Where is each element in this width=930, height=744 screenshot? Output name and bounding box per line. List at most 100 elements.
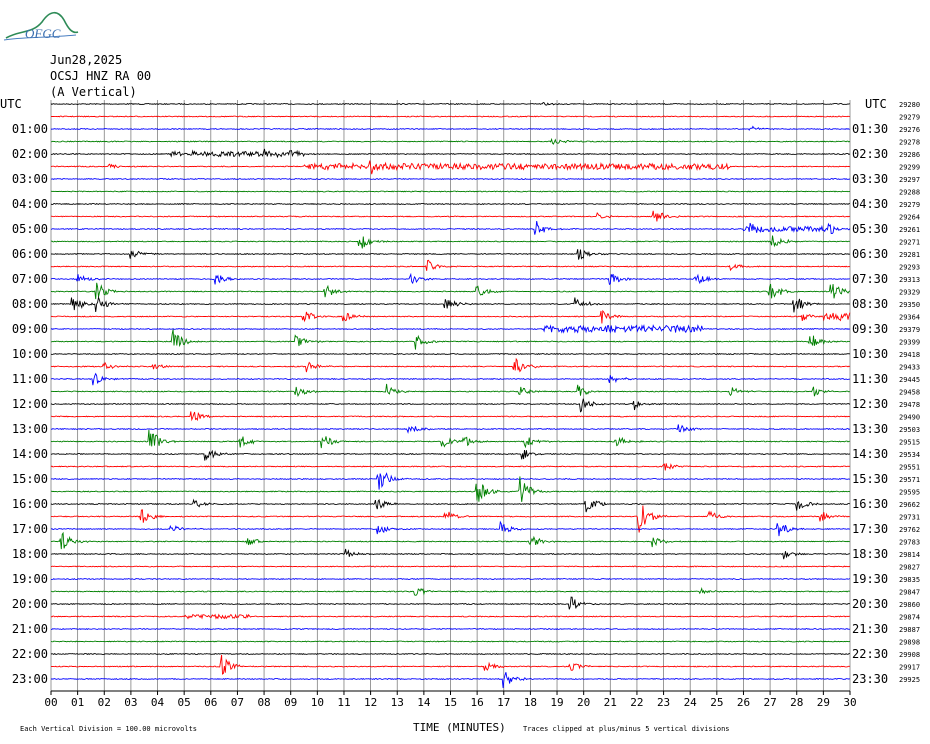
- scale-note: Each Vertical Division = 100.00 microvol…: [20, 725, 198, 733]
- x-tick-label: 23: [657, 696, 670, 709]
- seismic-trace: [50, 160, 851, 175]
- left-axis-title: UTC: [0, 97, 22, 111]
- left-hour-label: 15:00: [12, 472, 48, 486]
- trace-offset-label: 29418: [899, 351, 920, 359]
- left-hour-label: 01:00: [12, 122, 48, 136]
- seismic-trace: [51, 249, 851, 260]
- seismic-trace: [51, 329, 850, 350]
- left-hour-label: 02:00: [12, 147, 48, 161]
- seismic-trace: [50, 272, 850, 285]
- right-hour-label: 14:30: [852, 447, 888, 461]
- trace-offset-label: 29379: [899, 326, 920, 334]
- right-hour-label: 12:30: [852, 397, 888, 411]
- trace-offset-label: 29783: [899, 539, 920, 547]
- seismic-trace: [50, 449, 851, 461]
- seismic-trace: [50, 463, 851, 471]
- x-axis-title: TIME (MINUTES): [413, 721, 506, 734]
- x-tick-label: 02: [98, 696, 111, 709]
- left-hour-label: 14:00: [12, 447, 48, 461]
- right-axis-title: UTC: [865, 97, 887, 111]
- right-hour-label: 20:30: [852, 597, 888, 611]
- trace-offset-label: 29399: [899, 339, 920, 347]
- x-tick-label: 05: [178, 696, 191, 709]
- seismic-trace: [50, 115, 850, 118]
- right-hour-label: 07:30: [852, 272, 888, 286]
- trace-offset-label: 29364: [899, 314, 920, 322]
- x-tick-label: 20: [577, 696, 590, 709]
- left-hour-label: 05:00: [12, 222, 48, 236]
- right-hour-label: 13:30: [852, 422, 888, 436]
- x-tick-label: 14: [417, 696, 431, 709]
- right-hour-label: 02:30: [852, 147, 888, 161]
- left-hour-label: 04:00: [12, 197, 48, 211]
- trace-offset-label: 29908: [899, 651, 920, 659]
- trace-offset-label: 29917: [899, 664, 920, 672]
- x-tick-label: 24: [684, 696, 698, 709]
- axis-labels: 00 01 02 03 04 05 06 07 08 09 10 11 12 13 14 15 16 17 18 19…: [0, 97, 920, 709]
- trace-offset-label: 29288: [899, 189, 920, 197]
- trace-offset-label: 29887: [899, 626, 920, 634]
- right-hour-label: 03:30: [852, 172, 888, 186]
- seismic-trace: [50, 640, 851, 643]
- left-hour-label: 23:00: [12, 672, 48, 686]
- x-tick-label: 26: [737, 696, 750, 709]
- x-tick-label: 13: [391, 696, 404, 709]
- seismic-trace: [50, 235, 851, 249]
- seismic-trace: [50, 654, 850, 675]
- x-tick-label: 12: [364, 696, 377, 709]
- trace-offset-label: 29458: [899, 389, 920, 397]
- right-hour-label: 23:30: [852, 672, 888, 686]
- seismic-trace: [50, 210, 850, 222]
- seismic-trace: [51, 578, 851, 580]
- right-hour-label: 17:30: [852, 522, 888, 536]
- seismic-trace: [50, 398, 851, 413]
- trace-offset-label: 29814: [899, 551, 920, 559]
- left-hour-label: 20:00: [12, 597, 48, 611]
- x-tick-label: 22: [630, 696, 643, 709]
- left-hour-label: 16:00: [12, 497, 48, 511]
- seismic-trace: [50, 101, 851, 106]
- seismic-trace: [50, 203, 850, 206]
- seismic-trace: [50, 672, 851, 689]
- left-hour-label: 13:00: [12, 422, 48, 436]
- left-hour-label: 10:00: [12, 347, 48, 361]
- x-tick-label: 29: [817, 696, 830, 709]
- trace-offset-label: 29329: [899, 289, 920, 297]
- right-hour-label: 16:30: [852, 497, 888, 511]
- trace-offset-label: 29898: [899, 639, 920, 647]
- x-tick-label: 11: [337, 696, 350, 709]
- trace-offset-label: 29925: [899, 676, 920, 684]
- x-tick-label: 10: [311, 696, 324, 709]
- seismic-trace: [50, 372, 850, 386]
- trace-offset-label: 29286: [899, 151, 920, 159]
- left-hour-label: 06:00: [12, 247, 48, 261]
- trace-offset-label: 29280: [899, 101, 920, 109]
- right-hour-label: 19:30: [852, 572, 888, 586]
- trace-group: [50, 101, 851, 689]
- ofgc-logo: [3, 11, 79, 41]
- clip-note: Traces clipped at plus/minus 5 vertical …: [523, 725, 730, 733]
- header-date: Jun28,2025: [50, 53, 123, 67]
- x-tick-label: 08: [257, 696, 270, 709]
- trace-offset-label: 29731: [899, 514, 920, 522]
- seismic-trace: [50, 148, 851, 159]
- right-hour-label: 08:30: [852, 297, 888, 311]
- x-tick-label: 07: [231, 696, 244, 709]
- left-hour-label: 17:00: [12, 522, 48, 536]
- seismic-trace: [50, 587, 850, 596]
- trace-offset-label: 29551: [899, 464, 920, 472]
- seismic-trace: [50, 411, 850, 422]
- seismic-trace: [50, 653, 850, 655]
- right-hour-label: 15:30: [852, 472, 888, 486]
- right-hour-label: 22:30: [852, 647, 888, 661]
- header-station: OCSJ HNZ RA 00: [50, 69, 152, 83]
- logo-swoosh: [5, 11, 79, 39]
- x-tick-label: 00: [44, 696, 57, 709]
- left-hour-label: 21:00: [12, 622, 48, 636]
- trace-offset-label: 29313: [899, 276, 920, 284]
- seismic-trace: [50, 429, 850, 449]
- seismic-trace: [50, 221, 851, 235]
- seismic-trace: [50, 309, 851, 324]
- x-tick-label: 06: [204, 696, 217, 709]
